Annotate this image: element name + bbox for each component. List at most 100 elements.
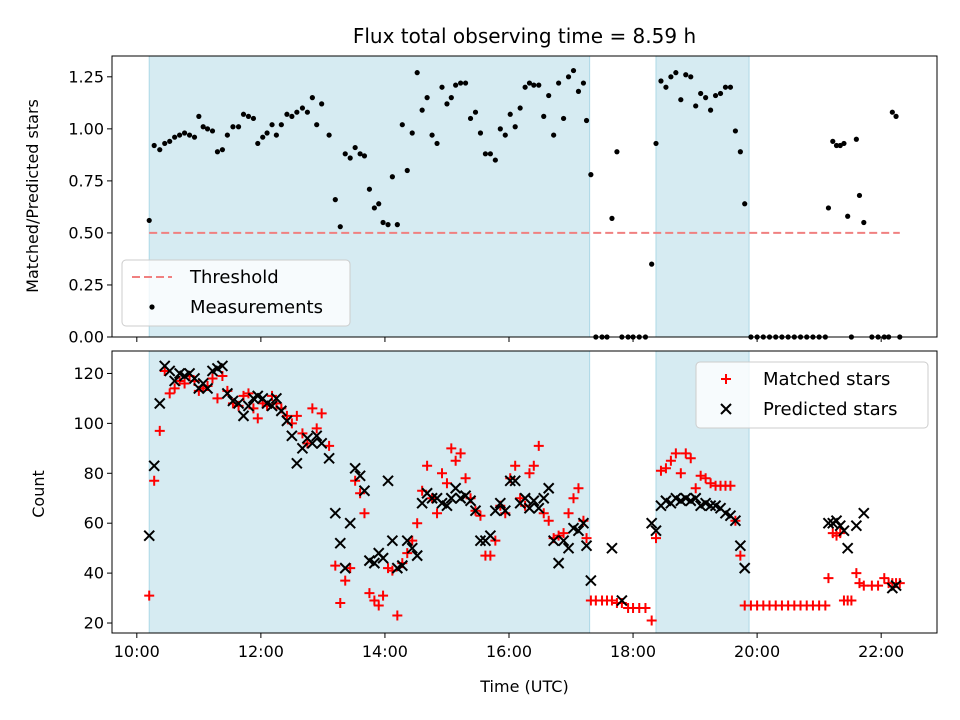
predicted-point bbox=[616, 594, 628, 607]
measurement-point bbox=[492, 157, 498, 163]
measurement-point bbox=[853, 136, 859, 142]
predicted-point bbox=[499, 505, 511, 517]
bottom-ytick-label: 120 bbox=[73, 364, 104, 383]
measurement-point bbox=[580, 80, 587, 86]
measurement-point bbox=[357, 151, 363, 157]
matched-point bbox=[169, 383, 180, 394]
measurement-point bbox=[326, 132, 332, 138]
measurement-point bbox=[522, 84, 528, 90]
measurement-point bbox=[551, 132, 557, 138]
predicted-point bbox=[275, 405, 288, 417]
measurement-point bbox=[693, 103, 699, 109]
bottom-xtick-label: 20:00 bbox=[734, 642, 780, 661]
measurement-point bbox=[361, 153, 368, 159]
measurement-point bbox=[507, 111, 513, 117]
measurement-point bbox=[663, 84, 669, 90]
predicted-point bbox=[237, 410, 250, 422]
measurement-point bbox=[245, 113, 252, 119]
predicted-point bbox=[416, 497, 428, 509]
measurement-point bbox=[707, 107, 714, 113]
measurement-point bbox=[649, 261, 655, 267]
measurement-point bbox=[683, 72, 689, 78]
matched-point bbox=[568, 493, 579, 504]
measurement-point bbox=[845, 213, 851, 219]
measurement-point bbox=[861, 219, 867, 226]
matched-point bbox=[735, 550, 746, 561]
measurement-point bbox=[399, 122, 405, 128]
measurement-point bbox=[541, 113, 547, 119]
bottom-ytick-label: 80 bbox=[84, 464, 104, 483]
matched-point bbox=[159, 365, 170, 376]
measurement-point bbox=[434, 140, 440, 147]
measurement-point bbox=[487, 151, 493, 157]
measurement-point bbox=[342, 151, 348, 157]
measurement-point bbox=[240, 111, 247, 117]
predicted-point bbox=[542, 482, 555, 494]
matched-point bbox=[154, 425, 165, 436]
measurement-point bbox=[477, 130, 484, 136]
measurement-point bbox=[167, 138, 173, 144]
predicted-point bbox=[354, 470, 366, 482]
measurement-point bbox=[409, 130, 415, 136]
measurement-point bbox=[703, 95, 709, 101]
predicted-point bbox=[577, 517, 590, 529]
measurement-point bbox=[191, 134, 198, 140]
measurement-point bbox=[742, 201, 748, 207]
matched-point bbox=[700, 473, 711, 484]
measurement-point bbox=[453, 82, 459, 88]
measurement-point bbox=[294, 109, 300, 115]
predicted-point bbox=[401, 534, 413, 547]
measurement-point bbox=[172, 134, 178, 140]
matched-point bbox=[873, 580, 884, 591]
measurement-point bbox=[424, 95, 430, 101]
matched-point bbox=[144, 590, 155, 601]
measurement-point bbox=[698, 90, 704, 97]
matched-point bbox=[212, 393, 223, 404]
legend-measurements-label: Measurements bbox=[190, 297, 323, 318]
predicted-point bbox=[232, 397, 245, 410]
predicted-point bbox=[822, 517, 835, 529]
matched-point bbox=[851, 568, 862, 579]
bottom-xtick-label: 12:00 bbox=[238, 642, 284, 661]
predicted-point bbox=[334, 537, 346, 549]
matched-point bbox=[660, 463, 671, 474]
measurement-point bbox=[419, 107, 425, 113]
predicted-point bbox=[441, 500, 453, 512]
matched-point bbox=[373, 600, 384, 611]
matched-point bbox=[291, 410, 302, 421]
measurement-point bbox=[181, 130, 188, 136]
legend-measurements-swatch bbox=[149, 304, 155, 310]
matched-point bbox=[378, 590, 389, 601]
predicted-point bbox=[154, 397, 166, 410]
measurement-point bbox=[653, 140, 659, 147]
predicted-point bbox=[323, 452, 335, 465]
predicted-point bbox=[411, 549, 423, 562]
measurement-point bbox=[230, 124, 236, 130]
predicted-point bbox=[562, 542, 575, 554]
measurement-point bbox=[404, 167, 410, 174]
measurement-point bbox=[732, 128, 739, 134]
matched-point bbox=[651, 533, 662, 544]
measurement-point bbox=[609, 215, 615, 221]
top-ytick-label: 0.25 bbox=[68, 275, 104, 294]
predicted-point bbox=[291, 457, 303, 470]
predicted-point bbox=[426, 492, 438, 504]
predicted-point bbox=[489, 505, 502, 517]
predicted-point bbox=[315, 437, 328, 450]
predicted-point bbox=[704, 500, 717, 512]
matched-point bbox=[528, 460, 539, 471]
top-ytick-label: 1.25 bbox=[68, 67, 104, 86]
matched-point bbox=[446, 443, 457, 454]
predicted-point bbox=[650, 524, 662, 537]
matched-point bbox=[207, 373, 218, 384]
measurement-point bbox=[841, 140, 847, 147]
measurement-point bbox=[472, 109, 479, 115]
measurement-point bbox=[717, 90, 724, 97]
measurement-point bbox=[255, 140, 261, 147]
measurement-point bbox=[314, 122, 320, 128]
predicted-point bbox=[339, 562, 351, 574]
predicted-point bbox=[689, 492, 702, 504]
matched-point bbox=[524, 468, 535, 479]
top-ytick-label: 0.00 bbox=[68, 328, 104, 347]
matched-point bbox=[359, 508, 370, 519]
